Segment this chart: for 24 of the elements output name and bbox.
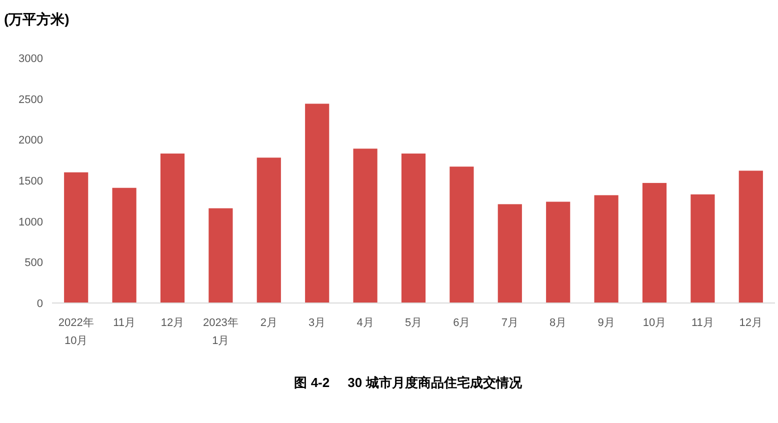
y-tick-label: 2000	[18, 134, 43, 147]
y-tick-label: 500	[24, 257, 43, 270]
y-tick-label: 2500	[18, 94, 43, 106]
x-tick-label: 9月	[598, 317, 615, 329]
y-axis-title: (万平方米)	[4, 11, 70, 27]
x-tick-label: 7月	[501, 317, 518, 329]
x-tick-label: 2022年 10月	[58, 317, 94, 347]
x-tick-label: 11月	[691, 317, 714, 329]
x-tick-label: 12月	[739, 317, 763, 329]
x-tick-label: 10月	[642, 317, 666, 329]
x-tick-label: 2023年 1月	[202, 317, 238, 347]
x-tick-label: 2月	[260, 317, 278, 329]
x-tick-label: 8月	[550, 317, 567, 329]
x-tick-label: 12月	[160, 317, 184, 329]
text: 图 4-2 30 城市月度商品住宅成交情况	[294, 375, 523, 390]
x-tick-label: 3月	[308, 317, 326, 329]
x-tick-label: 11月	[113, 317, 136, 329]
y-tick-label: 3000	[18, 53, 43, 65]
y-tick-label: 1500	[18, 176, 43, 188]
x-tick-label: 4月	[356, 317, 374, 329]
x-tick-label: 6月	[453, 317, 470, 329]
y-tick-label: 0	[36, 298, 43, 310]
x-tick-label: 5月	[404, 317, 422, 329]
y-tick-label: 1000	[18, 216, 43, 228]
